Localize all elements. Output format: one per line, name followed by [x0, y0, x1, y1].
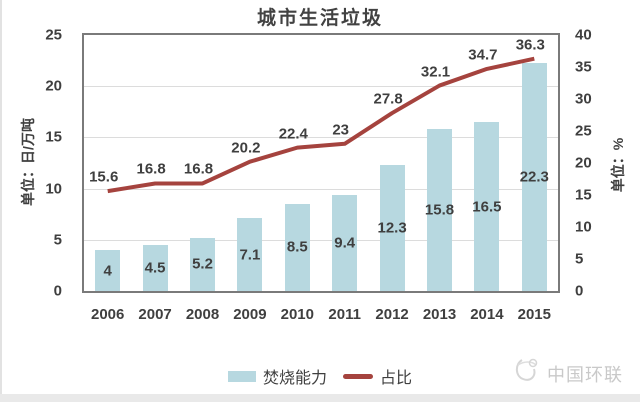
legend: 焚烧能力 占比: [0, 364, 640, 388]
line-value-label: 36.3: [515, 36, 545, 54]
bar-value-label: 4.5: [144, 259, 166, 277]
watermark-text: 中国环联: [547, 364, 623, 385]
page-edge-divider: [0, 0, 2, 402]
bar-value-label: 16.5: [472, 198, 502, 216]
bar: [521, 62, 547, 291]
x-tick-label: 2006: [91, 306, 125, 323]
line-value-label: 34.7: [468, 46, 498, 64]
plot-area: 4 4.5 5.2 7.1 8.5 9.4 12.3 15.8 16.5 22.3 15.6 16.8…: [82, 33, 560, 293]
line-value-label: 27.8: [373, 90, 403, 108]
bar: [332, 194, 358, 291]
left-tick-label: 0: [53, 282, 62, 300]
bar: [427, 129, 452, 291]
left-tick-label: 10: [45, 180, 62, 198]
legend-swatch-bar: [227, 370, 256, 382]
watermark-logo-icon: [512, 355, 542, 392]
bar-value-label: 9.4: [334, 234, 356, 252]
bar-value-label: 7.1: [239, 246, 261, 264]
bar: [95, 250, 121, 291]
bar: [284, 203, 310, 291]
line-series: [107, 56, 535, 194]
left-tick-label: 25: [45, 26, 62, 44]
watermark: 中国环联: [512, 355, 623, 392]
bar-value-label: 8.5: [286, 238, 308, 256]
line-value-label: 23: [332, 121, 350, 139]
right-tick-label: 15: [575, 186, 592, 204]
chart-title: 城市生活垃圾: [256, 8, 383, 29]
line-value-label: 20.2: [231, 139, 261, 157]
x-tick-label: 2009: [233, 306, 267, 323]
gridline: [84, 239, 558, 241]
legend-label: 焚烧能力: [262, 370, 327, 387]
right-tick-label: 5: [575, 250, 584, 268]
x-tick-label: 2010: [280, 306, 314, 323]
left-tick-label: 5: [53, 231, 62, 249]
gridline: [84, 137, 558, 139]
bar-value-label: 15.8: [424, 201, 455, 219]
line-value-label: 16.8: [136, 160, 166, 178]
bar: [237, 218, 263, 291]
x-tick-label: 2007: [138, 306, 172, 323]
right-axis-title: 单位：%: [610, 137, 626, 193]
bar-value-label: 5.2: [192, 255, 213, 273]
right-tick-label: 20: [575, 154, 592, 172]
right-tick-label: 30: [575, 90, 592, 108]
right-tick-label: 10: [575, 218, 592, 236]
x-tick-label: 2012: [375, 306, 409, 323]
line-value-label: 22.4: [278, 125, 308, 143]
bar-value-label: 22.3: [519, 168, 549, 186]
line-path: [107, 56, 535, 194]
legend-item-bar: 焚烧能力: [227, 364, 327, 388]
legend-swatch-line: [343, 373, 373, 379]
right-tick-label: 0: [575, 282, 584, 300]
right-tick-label: 40: [575, 26, 592, 44]
left-tick-label: 15: [45, 128, 62, 146]
x-tick-label: 2014: [470, 306, 504, 323]
legend-item-line: 占比: [343, 364, 412, 388]
bar: [379, 165, 405, 291]
x-tick-label: 2013: [422, 306, 457, 323]
x-tick-label: 2008: [185, 306, 220, 323]
left-tick-label: 20: [45, 77, 62, 95]
legend-label: 占比: [380, 370, 413, 387]
gridline: [84, 86, 558, 88]
bottom-edge-strip: [0, 394, 640, 402]
bar: [190, 237, 215, 291]
gridline: [84, 188, 558, 190]
x-tick-label: 2015: [517, 306, 551, 323]
bar-value-label: 12.3: [377, 219, 407, 237]
line-value-label: 32.1: [420, 63, 451, 81]
right-tick-label: 25: [575, 122, 592, 140]
line-value-label: 16.8: [183, 160, 214, 178]
bar: [474, 122, 500, 291]
bar: [142, 244, 168, 291]
right-tick-label: 35: [575, 58, 592, 76]
x-tick-label: 2011: [328, 306, 361, 323]
bar-value-label: 4: [103, 262, 112, 280]
line-value-label: 15.6: [89, 168, 119, 186]
